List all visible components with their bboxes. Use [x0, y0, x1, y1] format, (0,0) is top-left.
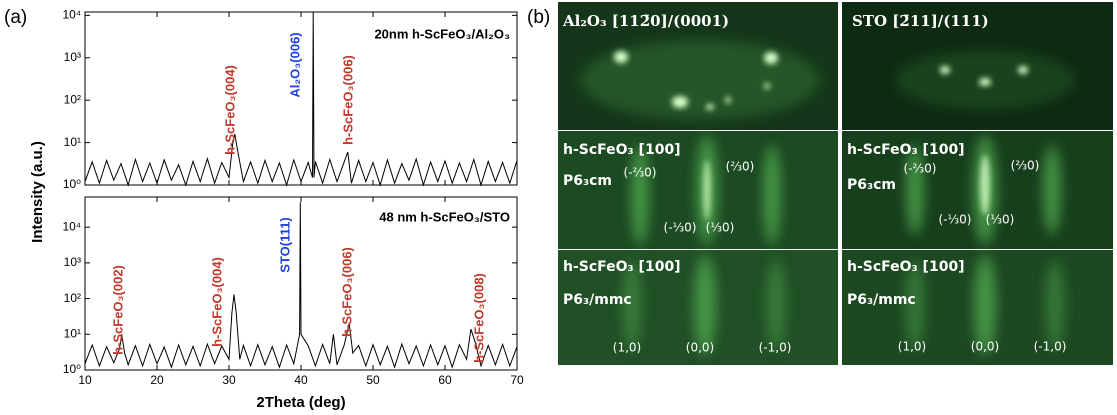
rheed-index: (0,0) [971, 340, 999, 354]
peak-annotation: h-ScFeO₃(004) [209, 257, 224, 347]
rheed-heading: STO [2̄11]/(111) [852, 12, 989, 30]
rheed-index: (1,0) [613, 341, 641, 355]
y-tick-label: 10¹ [64, 135, 81, 149]
rheed-heading: Al₂O₃ [112̄0]/(0001) [562, 12, 729, 30]
peak-annotation: h-ScFeO₃(006) [339, 247, 354, 337]
rheed-heading: P6₃/mmc [847, 292, 916, 308]
y-tick-label: 10⁴ [62, 219, 81, 233]
rheed-heading: h-ScFeO₃ [100] [847, 259, 965, 275]
y-tick-label: 10² [64, 291, 81, 305]
y-tick-label: 10³ [64, 50, 81, 64]
rheed-heading: h-ScFeO₃ [100] [563, 259, 681, 275]
x-tick-label: 40 [294, 373, 308, 387]
x-tick-label: 20 [150, 373, 164, 387]
rheed-index: (⅔0) [726, 160, 755, 174]
peak-annotation: h-ScFeO₃(008) [471, 273, 486, 363]
rheed-index: (-⅔0) [904, 162, 937, 176]
x-tick-label: 10 [78, 373, 92, 387]
y-tick-label: 10⁴ [62, 8, 81, 22]
rheed-index: (-1,0) [759, 341, 792, 355]
y-tick-label: 10⁰ [63, 177, 81, 191]
y-tick-label: 10⁰ [63, 362, 81, 376]
xrd-line [84, 11, 518, 187]
xrd-line [84, 202, 518, 369]
x-tick-label: 60 [438, 373, 452, 387]
chart-title: 48 nm h-ScFeO₃/STO [379, 209, 510, 224]
y-axis-label: Intensity (a.u.) [29, 141, 46, 243]
rheed-heading: P6₃/mmc [563, 292, 632, 308]
y-tick-label: 10³ [64, 255, 81, 269]
rheed-index: (⅓0) [706, 221, 735, 235]
rheed-index: (⅔0) [1011, 159, 1040, 173]
peak-annotation: h-ScFeO₃(004) [222, 65, 237, 155]
x-tick-label: 30 [222, 373, 236, 387]
rheed-index: (-⅓0) [939, 213, 972, 227]
x-axis-label: 2Theta (deg) [256, 394, 345, 411]
panel-label: (b) [527, 7, 550, 28]
rheed-index: (0,0) [686, 341, 714, 355]
panel-label: (a) [4, 7, 27, 28]
rheed-heading: h-ScFeO₃ [100] [563, 142, 681, 158]
peak-annotation: STO(111) [277, 217, 292, 272]
rheed-index: (-1,0) [1034, 340, 1067, 354]
rheed-heading: h-ScFeO₃ [100] [847, 142, 965, 158]
y-tick-label: 10² [64, 92, 81, 106]
peak-annotation: h-ScFeO₃(002) [110, 265, 125, 355]
x-tick-label: 50 [366, 373, 380, 387]
peak-annotation: h-ScFeO₃(006) [340, 55, 355, 145]
rheed-index: (-⅔0) [624, 166, 657, 180]
rheed-index: (⅓0) [986, 213, 1015, 227]
y-tick-label: 10¹ [64, 326, 81, 340]
x-tick-label: 70 [510, 373, 524, 387]
plot-frame [84, 196, 518, 371]
peak-annotation: Al₂O₃(006) [287, 32, 302, 97]
rheed-index: (1,0) [898, 340, 926, 354]
plot-frame [84, 11, 518, 186]
rheed-heading: P6₃cm [563, 173, 612, 189]
rheed-heading: P6₃cm [847, 177, 896, 193]
rheed-index: (-⅓0) [664, 221, 697, 235]
rheed-images [558, 2, 1113, 365]
chart-title: 20nm h-ScFeO₃/Al₂O₃ [374, 26, 510, 41]
